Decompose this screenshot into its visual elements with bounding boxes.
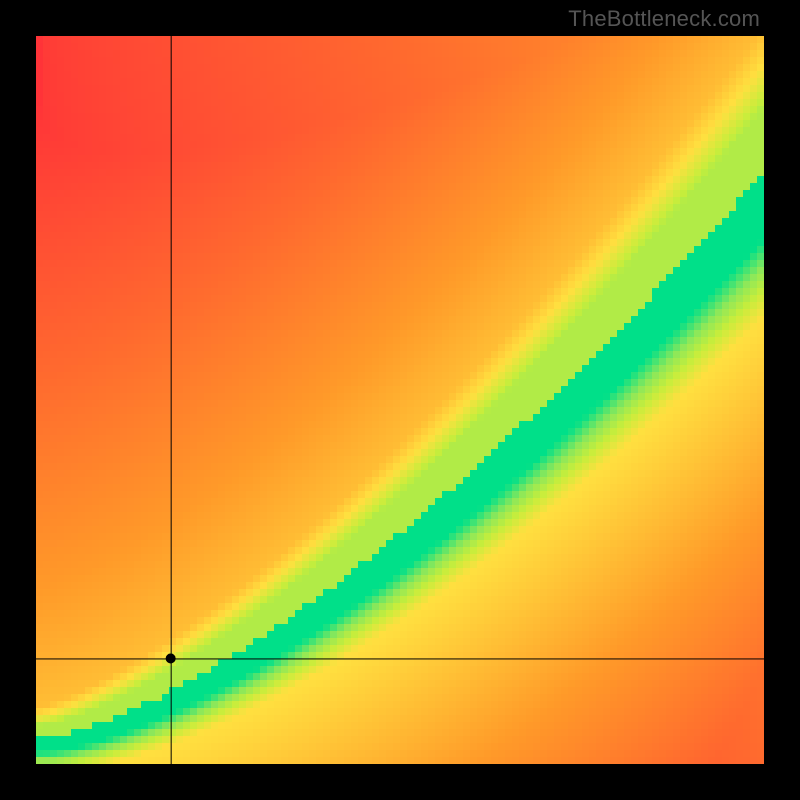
chart-frame: TheBottleneck.com [0, 0, 800, 800]
heatmap-plot [36, 36, 764, 764]
watermark-text: TheBottleneck.com [568, 6, 760, 32]
heatmap-overlay [36, 36, 764, 764]
